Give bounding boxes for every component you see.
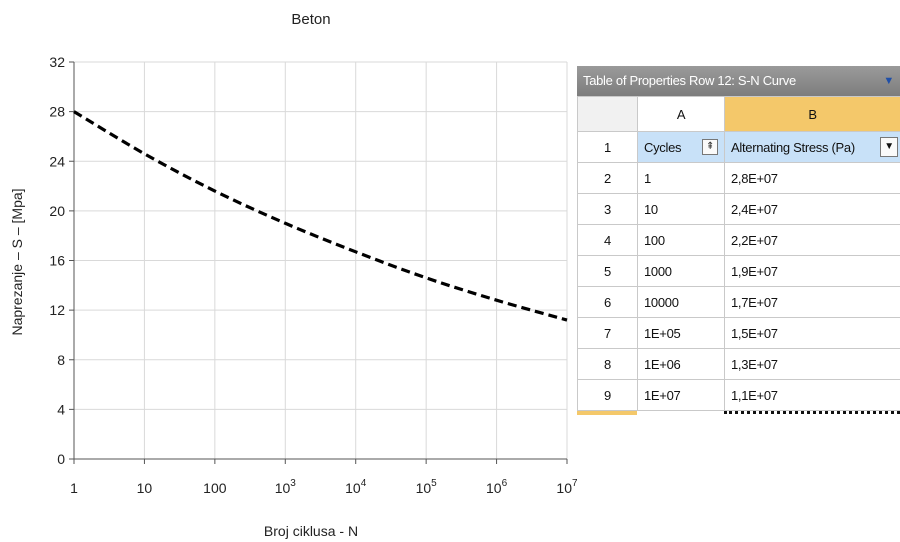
properties-table-panel: Table of Properties Row 12: S-N Curve ▼ … xyxy=(577,66,900,417)
table-row: 7 1E+05 1,5E+07 xyxy=(577,317,900,349)
row-number[interactable]: 5 xyxy=(577,255,638,287)
panel-footer xyxy=(577,411,900,417)
chart-title: Beton xyxy=(291,11,330,28)
table-row: 5 1000 1,9E+07 xyxy=(577,255,900,287)
x-tick-exponent: 6 xyxy=(502,478,508,489)
dropdown-arrow-icon[interactable]: ▼ xyxy=(883,75,894,87)
x-tick-label: 107 xyxy=(556,478,577,496)
column-header-b[interactable]: B xyxy=(724,96,900,132)
x-tick-base: 10 xyxy=(345,480,361,496)
row-number[interactable]: 7 xyxy=(577,317,638,349)
table-row: 2 1 2,8E+07 xyxy=(577,162,900,194)
column-header-a[interactable]: A xyxy=(637,96,725,132)
cycles-field-label: Cycles xyxy=(644,139,682,155)
stress-cell[interactable]: 2,4E+07 xyxy=(724,193,900,225)
table-row: 4 100 2,2E+07 xyxy=(577,224,900,256)
x-axis-label: Broj ciklusa - N xyxy=(264,523,358,539)
chart-axes xyxy=(69,61,568,464)
stress-field-cell[interactable]: Alternating Stress (Pa) ▼ xyxy=(724,131,900,163)
y-tick-label: 20 xyxy=(49,203,65,219)
table-corner-cell[interactable] xyxy=(577,96,638,132)
column-dropdown-icon[interactable]: ▼ xyxy=(880,137,898,157)
stress-cell[interactable]: 1,1E+07 xyxy=(724,379,900,411)
x-tick-base: 10 xyxy=(486,480,502,496)
chart-series xyxy=(73,110,568,322)
cycles-cell[interactable]: 100 xyxy=(637,224,725,256)
row-number[interactable]: 1 xyxy=(577,131,638,163)
stress-cell[interactable]: 1,5E+07 xyxy=(724,317,900,349)
cycles-cell[interactable]: 10 xyxy=(637,193,725,225)
x-tick-label: 10 xyxy=(137,480,153,496)
selection-dotted-border xyxy=(724,411,900,414)
cycles-field-cell[interactable]: Cycles ⇞ xyxy=(637,131,725,163)
x-tick-base: 10 xyxy=(137,480,153,496)
row-number[interactable]: 4 xyxy=(577,224,638,256)
sort-icon[interactable]: ⇞ xyxy=(702,139,718,155)
x-tick-base: 100 xyxy=(203,480,227,496)
x-tick-label: 100 xyxy=(203,480,227,496)
stress-cell[interactable]: 1,3E+07 xyxy=(724,348,900,380)
column-header-row: A B xyxy=(577,96,900,132)
row-number[interactable]: 9 xyxy=(577,379,638,411)
x-tick-base: 10 xyxy=(275,480,291,496)
x-tick-label: 105 xyxy=(416,478,438,496)
x-tick-base: 1 xyxy=(70,480,78,496)
row-number[interactable]: 6 xyxy=(577,286,638,318)
y-tick-label: 0 xyxy=(57,451,65,467)
table-row: 6 10000 1,7E+07 xyxy=(577,286,900,318)
y-tick-label: 24 xyxy=(49,153,65,169)
cycles-cell[interactable]: 1 xyxy=(637,162,725,194)
x-tick-label: 106 xyxy=(486,478,508,496)
cycles-cell[interactable]: 1000 xyxy=(637,255,725,287)
stress-cell[interactable]: 2,8E+07 xyxy=(724,162,900,194)
cycles-cell[interactable]: 10000 xyxy=(637,286,725,318)
row-number[interactable]: 8 xyxy=(577,348,638,380)
stress-field-label: Alternating Stress (Pa) xyxy=(731,139,855,155)
table-row: 8 1E+06 1,3E+07 xyxy=(577,348,900,380)
cycles-cell[interactable]: 1E+05 xyxy=(637,317,725,349)
x-tick-label: 104 xyxy=(345,478,367,496)
table-row: 9 1E+07 1,1E+07 xyxy=(577,379,900,411)
panel-header-title: Table of Properties Row 12: S-N Curve xyxy=(583,73,796,88)
y-tick-label: 12 xyxy=(49,302,65,318)
properties-table: A B 1 Cycles ⇞ Alternating Stress (Pa) ▼ xyxy=(577,96,900,411)
row-number[interactable]: 2 xyxy=(577,162,638,194)
row-number[interactable]: 3 xyxy=(577,193,638,225)
x-tick-base: 10 xyxy=(416,480,432,496)
stress-cell[interactable]: 1,7E+07 xyxy=(724,286,900,318)
x-tick-label: 103 xyxy=(275,478,297,496)
y-tick-label: 28 xyxy=(49,104,65,120)
panel-header[interactable]: Table of Properties Row 12: S-N Curve ▼ xyxy=(577,66,900,96)
field-name-row: 1 Cycles ⇞ Alternating Stress (Pa) ▼ xyxy=(577,131,900,163)
y-tick-label: 8 xyxy=(57,352,65,368)
y-tick-label: 16 xyxy=(49,253,65,269)
x-tick-exponent: 3 xyxy=(290,478,296,489)
x-tick-exponent: 4 xyxy=(361,478,367,489)
x-tick-exponent: 7 xyxy=(572,478,577,489)
stress-cell[interactable]: 1,9E+07 xyxy=(724,255,900,287)
sn-curve-line xyxy=(73,110,568,322)
table-row: 3 10 2,4E+07 xyxy=(577,193,900,225)
cycles-cell[interactable]: 1E+07 xyxy=(637,379,725,411)
y-axis-label: Naprezanje – S – [Mpa] xyxy=(9,188,25,335)
active-row-marker xyxy=(577,411,637,415)
y-tick-label: 4 xyxy=(57,401,65,417)
x-tick-base: 10 xyxy=(556,480,572,496)
cycles-cell[interactable]: 1E+06 xyxy=(637,348,725,380)
chart-grid xyxy=(74,61,568,459)
stress-cell[interactable]: 2,2E+07 xyxy=(724,224,900,256)
x-tick-exponent: 5 xyxy=(431,478,437,489)
y-tick-label: 32 xyxy=(49,54,65,70)
x-tick-label: 1 xyxy=(70,480,78,496)
